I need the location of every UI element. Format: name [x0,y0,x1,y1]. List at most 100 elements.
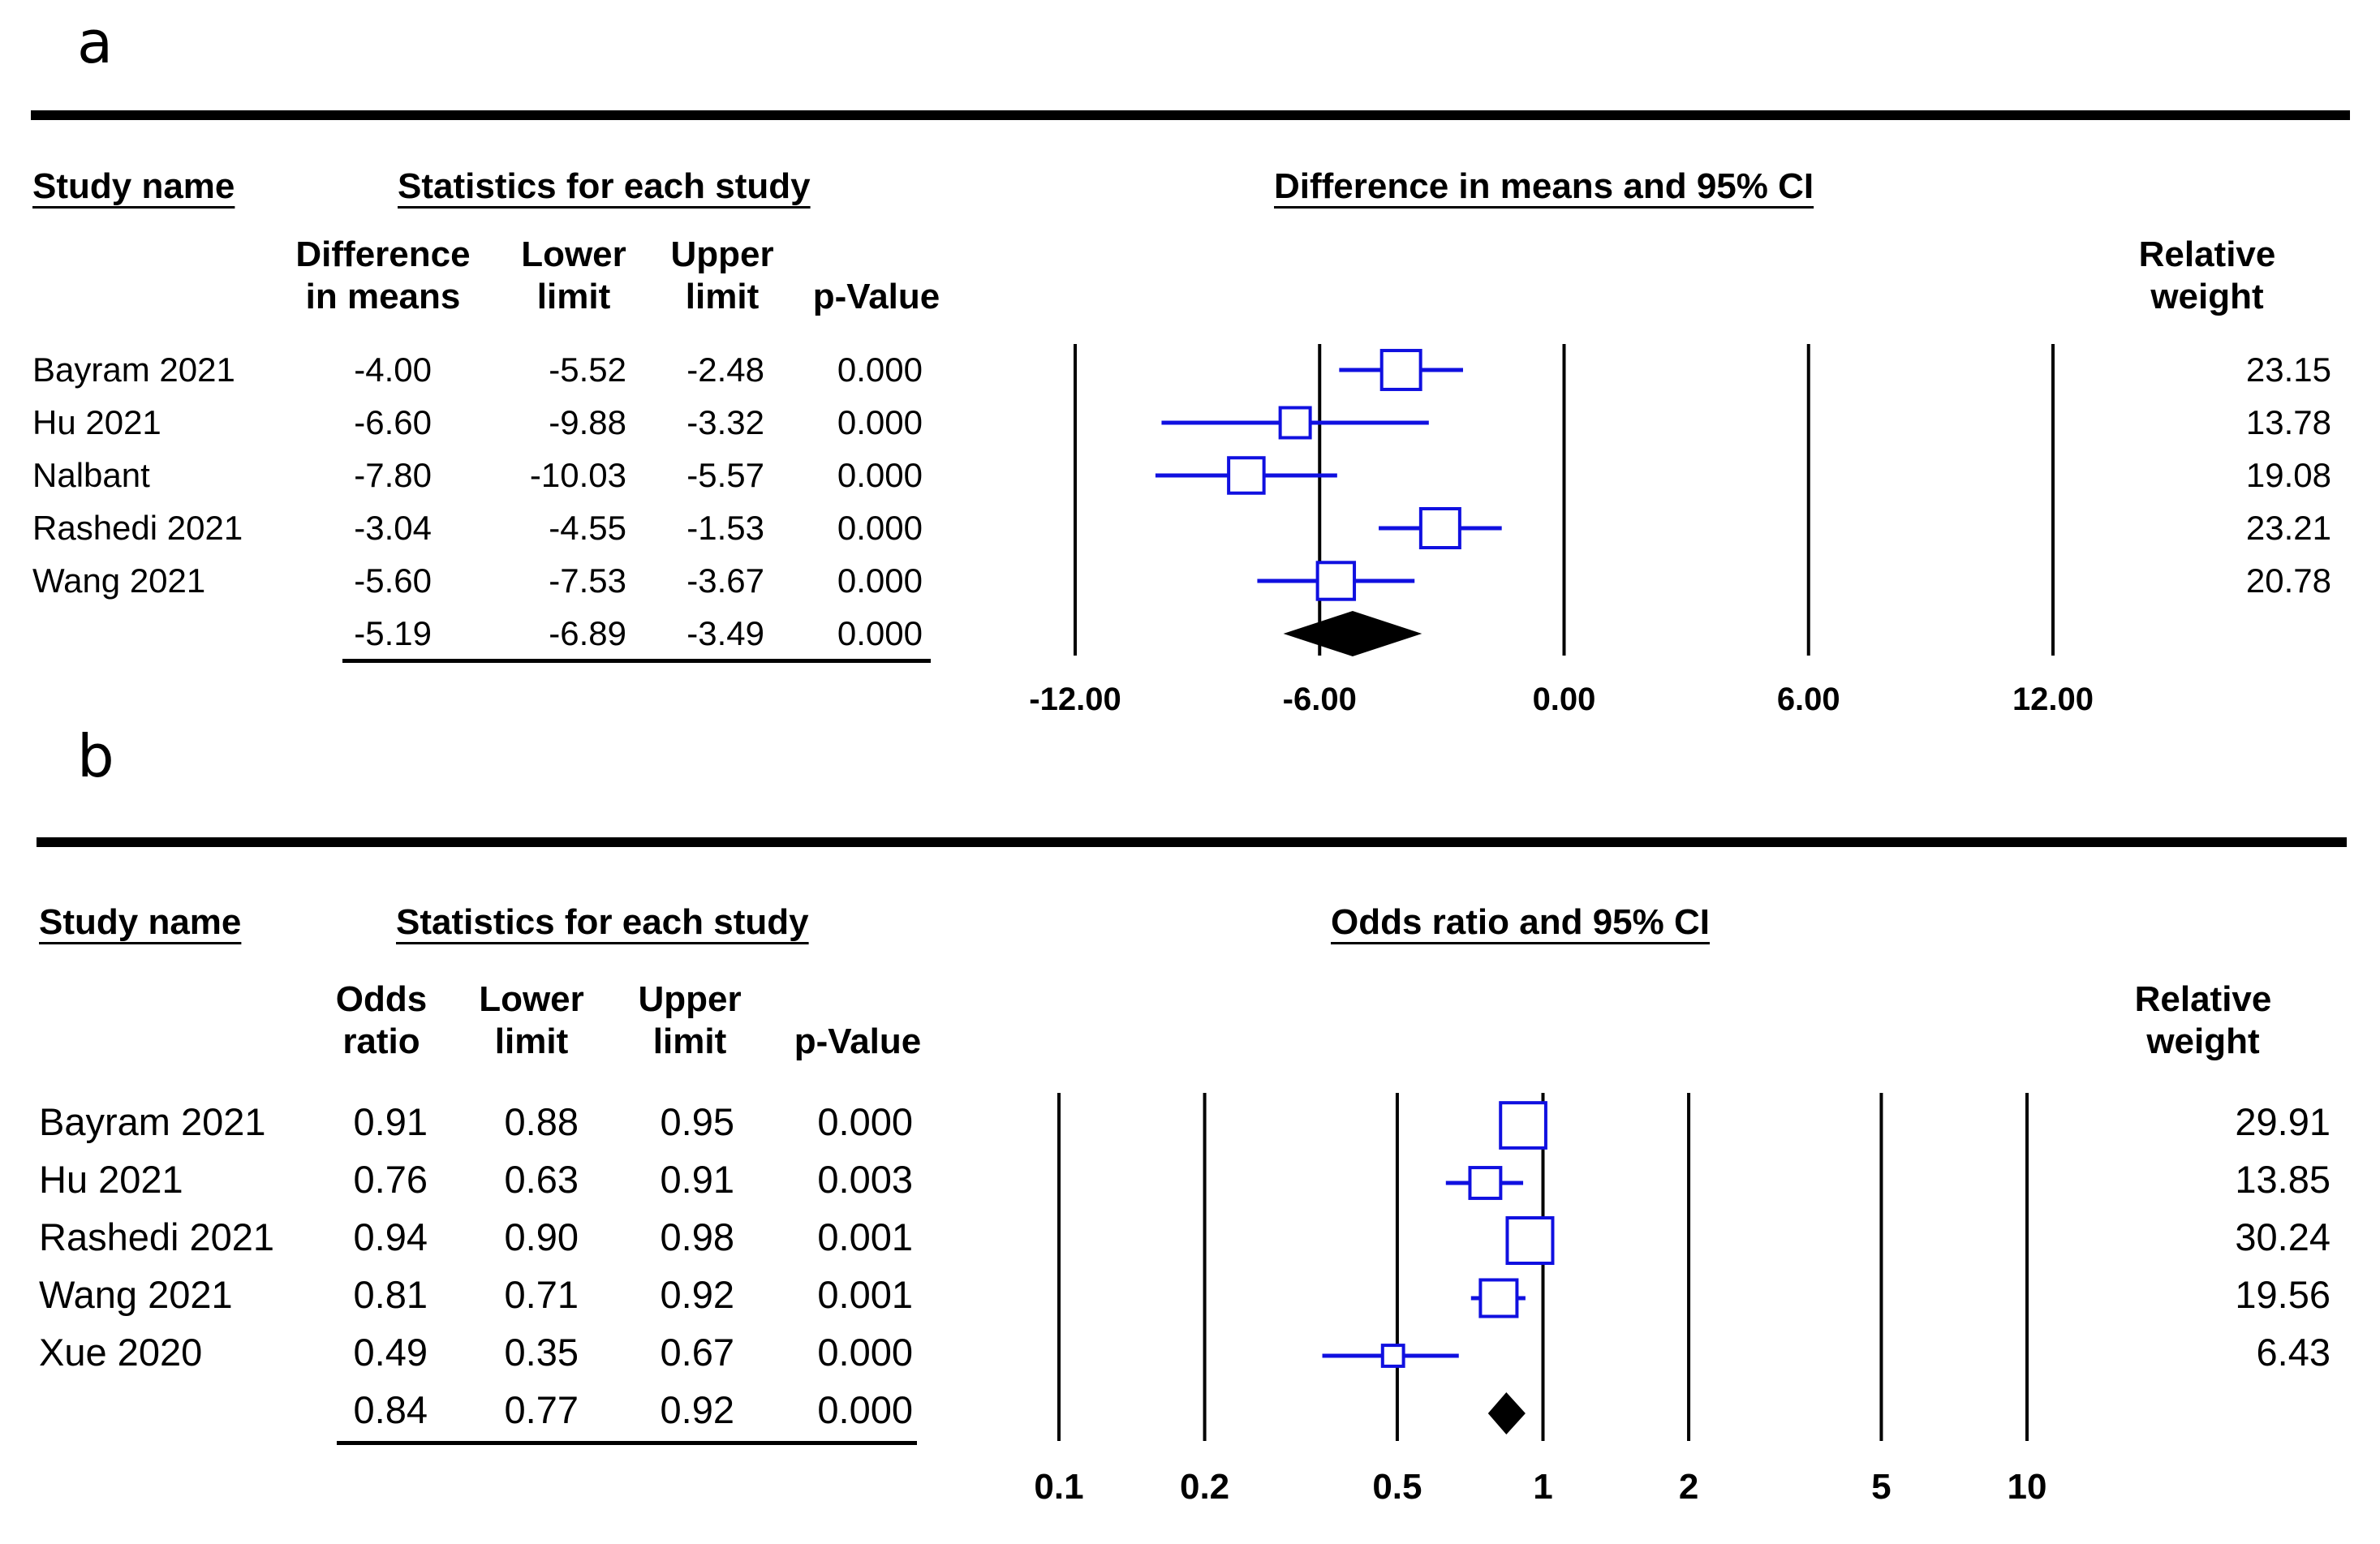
study-name-header: Study name [39,902,242,942]
row-upper-cell: -3.67 [686,561,764,600]
axis-tick-label: 2 [1678,1467,1699,1507]
statistics-header: Statistics for each study [398,166,811,206]
column-header-line: Upper [670,234,774,274]
row-study-cell: Wang 2021 [39,1273,233,1316]
row-weight-cell: 29.91 [2235,1100,2331,1143]
pooled-p-cell: 0.000 [837,614,923,652]
point-estimate-marker [1379,349,1422,391]
column-header-line: weight [2150,277,2264,316]
point-estimate-marker [1505,1216,1555,1265]
row-lower-cell: -4.55 [549,509,626,547]
column-header-col1: Difference in means [261,234,505,318]
row-effect-cell: 0.81 [353,1273,428,1316]
axis-tick-label: -12.00 [1029,682,1121,717]
axis-tick-label: 6.00 [1776,682,1840,717]
pooled-diamond [1487,1392,1526,1434]
column-header-col1: Odds ratio [260,978,503,1063]
row-weight-cell: 19.08 [2245,456,2331,494]
pooled-diamond [1283,611,1422,656]
row-study-cell: Hu 2021 [32,403,161,441]
row-study-cell: Bayram 2021 [32,351,235,389]
row-p-cell: 0.001 [817,1273,913,1316]
panel-label: b [77,722,114,790]
pooled-underline [342,659,931,663]
pooled-upper-cell: 0.92 [660,1388,734,1431]
pooled-underline [337,1441,917,1445]
row-study-cell: Xue 2020 [39,1331,203,1374]
pooled-p-cell: 0.000 [817,1388,913,1431]
column-header-line: Difference [295,234,471,274]
point-estimate-marker [1278,406,1312,440]
column-header-line: limit [652,1021,727,1061]
row-effect-cell: 0.91 [353,1100,428,1143]
pooled-effect-cell: 0.84 [353,1388,428,1431]
column-header-line: Upper [638,979,742,1019]
row-study-cell: Nalbant [32,456,150,494]
point-estimate-marker [1499,1101,1547,1150]
column-header-line: Relative [2138,234,2276,274]
row-lower-cell: -7.53 [549,561,626,600]
column-header-line: Lower [479,979,584,1019]
column-header-weight: Relative weight [2081,978,2325,1063]
row-p-cell: 0.001 [817,1215,913,1258]
plot-title-header: Odds ratio and 95% CI [1331,902,1710,942]
pooled-lower-cell: 0.77 [504,1388,579,1431]
row-p-cell: 0.003 [817,1158,913,1201]
column-header-line: limit [536,277,611,316]
row-study-cell: Bayram 2021 [39,1100,266,1143]
row-weight-cell: 20.78 [2245,561,2331,600]
row-upper-cell: 0.92 [660,1273,734,1316]
row-upper-cell: 0.98 [660,1215,734,1258]
column-header-line: weight [2146,1021,2260,1061]
column-header-col2: Lower limit [452,234,695,318]
row-effect-cell: -3.04 [354,509,432,547]
row-p-cell: 0.000 [837,456,923,494]
row-upper-cell: -2.48 [686,351,764,389]
row-effect-cell: 0.94 [353,1215,428,1258]
row-weight-cell: 19.56 [2235,1273,2331,1316]
point-estimate-marker [1418,507,1461,549]
row-effect-cell: 0.49 [353,1331,428,1374]
row-upper-cell: 0.91 [660,1158,734,1201]
row-effect-cell: -7.80 [354,456,432,494]
column-header-line: Odds [335,979,428,1019]
row-lower-cell: 0.88 [504,1100,579,1143]
row-lower-cell: 0.90 [504,1215,579,1258]
row-weight-cell: 6.43 [2256,1331,2331,1374]
column-header-line: limit [494,1021,569,1061]
panel-top-rule [37,837,2347,847]
column-header-line: ratio [342,1021,420,1061]
row-lower-cell: -5.52 [549,351,626,389]
row-weight-cell: 13.78 [2245,403,2331,441]
axis-tick-label: 5 [1871,1467,1892,1507]
row-weight-cell: 13.85 [2235,1158,2331,1201]
column-header-col2: Lower limit [410,978,653,1063]
axis-tick-label: 0.00 [1532,682,1596,717]
column-header-line: Relative [2134,979,2272,1019]
row-upper-cell: 0.67 [660,1331,734,1374]
row-study-cell: Rashedi 2021 [39,1215,275,1258]
row-effect-cell: -6.60 [354,403,432,441]
column-header-line: in means [305,277,461,316]
point-estimate-marker [1380,1344,1405,1368]
panel-label: a [77,8,114,76]
row-weight-cell: 30.24 [2235,1215,2331,1258]
point-estimate-marker [1468,1166,1503,1200]
point-estimate-marker [1478,1278,1519,1318]
row-effect-cell: -5.60 [354,561,432,600]
row-lower-cell: 0.71 [504,1273,579,1316]
column-header-p-value: p-Value [794,1021,922,1061]
pooled-lower-cell: -6.89 [549,614,626,652]
column-header-p-value: p-Value [812,277,940,316]
column-header-line: Lower [521,234,626,274]
axis-tick-label: 0.2 [1179,1467,1230,1507]
row-upper-cell: -1.53 [686,509,764,547]
axis-tick-label: 1 [1533,1467,1553,1507]
point-estimate-marker [1315,561,1357,601]
column-header-col3: Upper limit [600,234,844,318]
row-p-cell: 0.000 [817,1331,913,1374]
row-upper-cell: -5.57 [686,456,764,494]
column-header-line: limit [685,277,760,316]
